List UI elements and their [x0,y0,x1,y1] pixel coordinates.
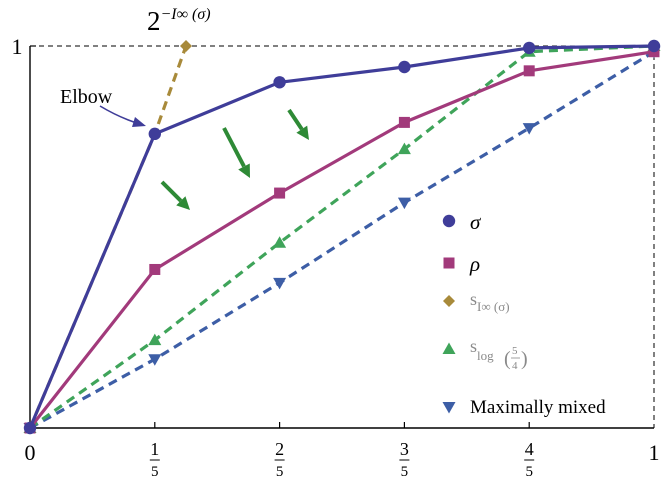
series-3-line [29,44,655,430]
series-0 [23,39,661,435]
legend-label-maximally-mixed: Maximally mixed [470,397,606,418]
legend-marker-maximally-mixed [442,402,456,414]
legend-item-sigma: σ [442,210,482,234]
series-1-line [28,50,655,429]
series-4-point-3 [397,197,411,210]
x-tick-den-3: 5 [401,464,409,479]
series-3-point-2 [273,236,287,248]
series-1-point-3 [398,116,410,128]
series-3-point-1 [148,333,162,346]
direction-arrow-head-1 [176,196,190,210]
series-3 [23,39,661,433]
legend-label-sigma: σ [470,210,482,234]
legend-item-rho: ρ [443,252,480,276]
legend-marker-sigma [442,214,456,228]
legend-s-log-frac-den: 4 [512,360,518,372]
series-4-point-4 [522,123,536,135]
x-tick-label-5: 1 [649,440,660,465]
legend-s-log-prefix: s [470,336,477,356]
legend-s-log-paren-left: ( [504,348,511,370]
legend-s-inf-sub: I∞ (σ) [477,299,510,314]
series-1-point-2 [274,187,286,199]
x-tick-den-4: 5 [525,464,533,479]
x-tick-den-1: 5 [151,464,159,479]
series-0-point-1 [148,127,161,141]
direction-arrows [160,108,309,210]
series-1 [24,46,660,434]
direction-arrow-3 [287,108,304,131]
legend-marker-s-inf [443,295,455,307]
direction-arrow-1 [160,180,183,203]
axis-ticks: 0 1 5 2 5 3 5 4 5 1 1 [12,34,660,479]
x-tick-num-1: 1 [150,439,159,459]
x-tick-num-2: 2 [275,439,284,459]
legend-marker-maximally-mixed-shape [442,402,456,414]
legend-marker-s-log [442,342,456,354]
series-0-point-5 [647,39,661,53]
elbow-arrow-head [132,117,146,127]
series-4-point-2 [273,277,287,290]
elbow-label: Elbow [60,86,113,108]
x-tick-label-0: 0 [25,440,36,465]
legend-item-s-log: slog ( 5 4 ) [442,336,528,372]
series-4-line [29,50,655,430]
top-label: 2−I∞ (σ) [147,6,211,36]
legend-item-s-inf: sI∞ (σ) [443,289,510,314]
direction-arrow-2 [222,127,246,168]
direction-arrow-head-2 [238,163,250,178]
direction-arrow-head-3 [296,125,309,140]
series-0-point-3 [398,60,411,74]
series-0-line [28,44,655,429]
legend-marker-rho-shape [443,257,455,269]
series-group [23,39,661,435]
series-4-point-1 [148,354,162,366]
series-0-point-0 [23,421,37,435]
series-1-point-1 [149,263,161,275]
legend-s-log-sub: log [477,348,494,363]
legend-s-log-frac-num: 5 [512,345,518,357]
legend-marker-sigma-shape [442,214,456,228]
legend-marker-rho [443,257,455,269]
legend-marker-s-inf-shape [443,295,455,307]
annotations: 2−I∞ (σ) Elbow [60,6,211,127]
legend-marker-s-log-shape [442,342,456,354]
plot-frame [29,45,655,429]
top-label-exponent: −I∞ (σ) [161,6,211,23]
series-0-point-2 [273,76,286,89]
series-2-point-2 [180,40,192,52]
series-3-point-3 [397,142,411,155]
legend-label-rho: ρ [469,252,480,276]
legend-label-s-log: slog [470,336,494,363]
x-tick-den-2: 5 [276,464,284,479]
legend: σ ρ sI∞ (σ) slog ( 5 4 ) Maximally mixed [442,210,606,418]
legend-item-maximally-mixed: Maximally mixed [442,397,606,418]
series-0-point-4 [523,41,536,55]
legend-s-log-paren-right: ) [521,348,528,370]
legend-s-inf-prefix: s [470,289,477,309]
series-1-point-4 [523,65,535,77]
x-tick-num-3: 3 [400,439,409,459]
top-label-base: 2 [147,6,161,36]
series-4 [23,46,661,435]
legend-label-s-inf: sI∞ (σ) [470,289,510,314]
y-tick-label-0: 1 [12,34,23,59]
x-tick-num-4: 4 [525,439,534,459]
